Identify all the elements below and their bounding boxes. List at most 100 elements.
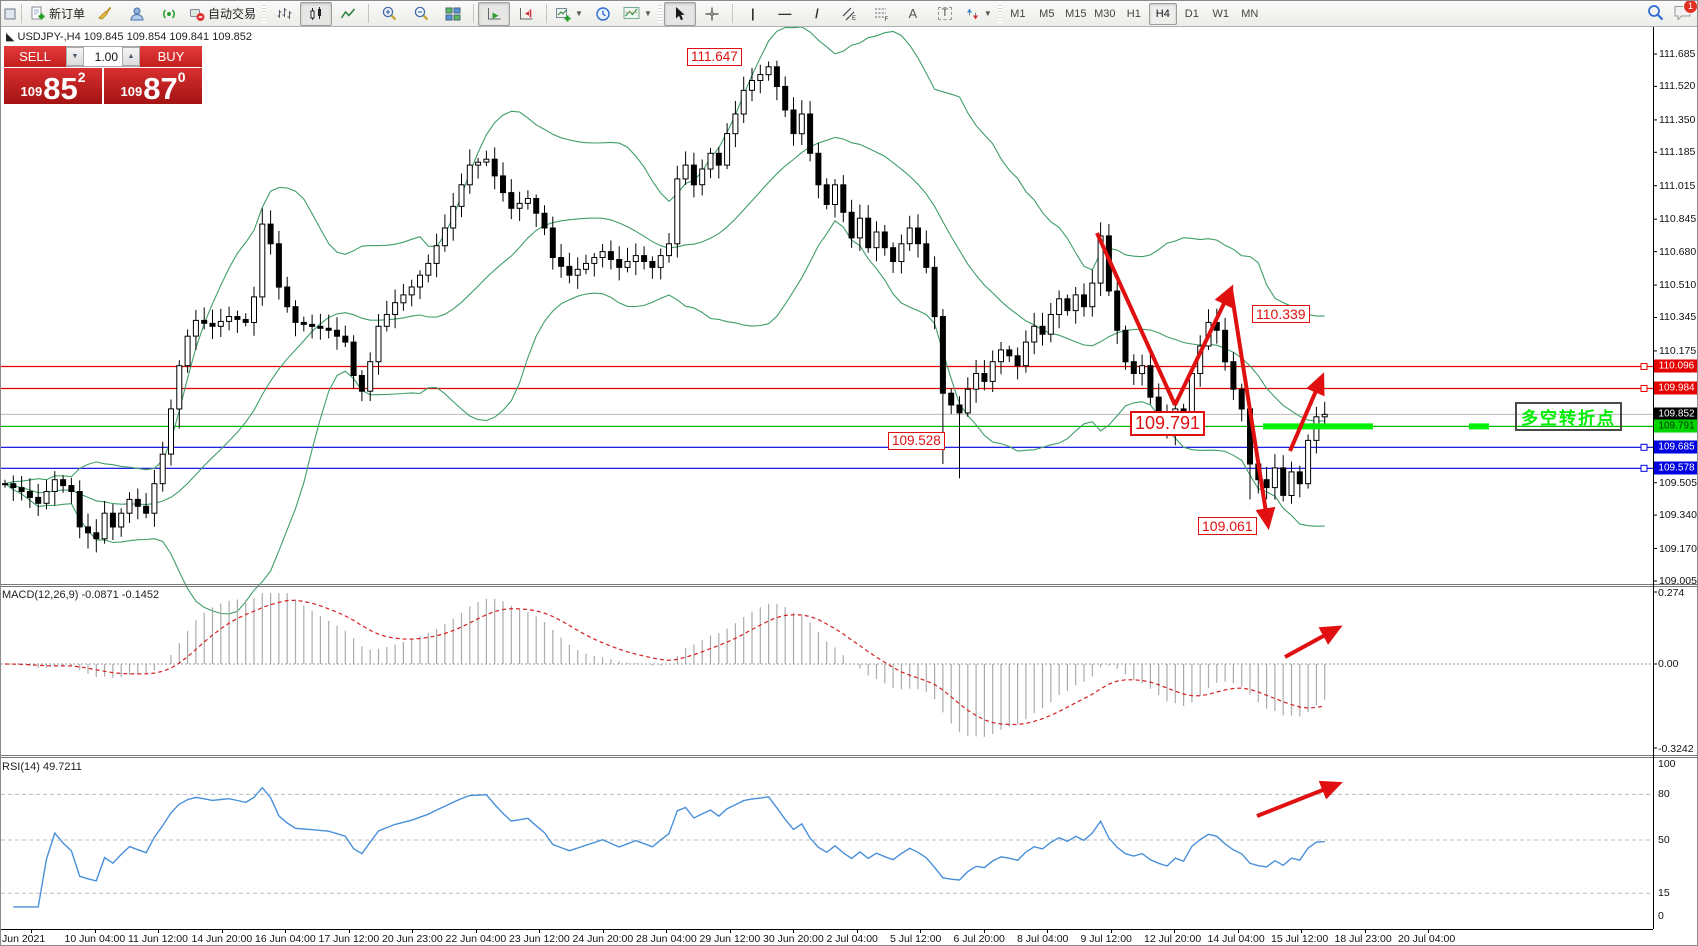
annotation-swing-high-price[interactable]: 110.339 [1252, 305, 1310, 324]
buy-price-button[interactable]: 109 87 0 [104, 68, 202, 104]
time-axis-label: 20 Jul 04:00 [1398, 933, 1456, 945]
tile-windows-button[interactable] [437, 2, 469, 26]
time-axis-label: 12 Jul 20:00 [1144, 933, 1202, 945]
new-order-icon [31, 6, 45, 19]
bar-chart-button[interactable] [268, 2, 300, 26]
time-axis-label: 5 Jul 12:00 [890, 933, 942, 945]
auto-scroll-icon [488, 7, 501, 19]
timeframe-button-m1[interactable]: M1 [1010, 7, 1026, 20]
buy-button[interactable]: BUY [140, 46, 202, 67]
periods-button[interactable] [587, 2, 619, 26]
line-chart-icon [340, 8, 356, 18]
toolbar-grip [657, 4, 662, 23]
auto-scroll-button[interactable] [478, 1, 511, 26]
price-axis-tag: 109.578 [1654, 461, 1697, 475]
label-tool-icon: T [937, 7, 953, 20]
market-watch-button[interactable] [89, 2, 121, 26]
timeframe-button-h4[interactable]: H4 [1148, 2, 1177, 25]
chat-button[interactable]: 1 [1673, 1, 1697, 27]
price-axis-tick: 109.005 [1659, 574, 1697, 587]
auto-trading-button[interactable]: 自动交易 [185, 2, 260, 26]
sell-button[interactable]: SELL [4, 46, 66, 67]
buy-price-head: 109 [120, 84, 143, 99]
sell-price-button[interactable]: 109 85 2 [4, 68, 102, 104]
horizontal-line-icon: — [778, 6, 792, 21]
timeframe-button-m5[interactable]: M5 [1039, 7, 1055, 20]
search-button[interactable] [1646, 3, 1665, 27]
label-tool-button[interactable]: T [929, 2, 961, 26]
sell-price-head: 109 [20, 84, 43, 99]
symbol-ohlc-text: USDJPY-,H4 109.845 109.854 109.841 109.8… [17, 31, 252, 43]
time-axis-label: 18 Jul 23:00 [1334, 933, 1392, 945]
time-axis-label: 9 Jul 12:00 [1080, 933, 1132, 945]
buy-price-big: 87 [143, 70, 178, 106]
time-axis-tick [1174, 929, 1175, 933]
symbol-marker-icon: ◣ [6, 31, 15, 43]
arrows-tool-button[interactable]: ▼ [961, 2, 996, 26]
time-axis-label: Jun 2021 [2, 933, 46, 945]
annotation-pivot-price[interactable]: 109.791 [1130, 411, 1206, 436]
price-axis-tick: 110.845 [1659, 213, 1697, 226]
trendline-tool-button[interactable]: / [801, 2, 833, 26]
line-chart-button[interactable] [332, 2, 364, 26]
new-chart-icon [556, 7, 571, 21]
price-axis-tag: 110.096 [1654, 359, 1697, 373]
time-axis-label: 22 Jun 04:00 [445, 933, 507, 945]
rsi-axis-label: 0 [1658, 910, 1664, 922]
zoom-out-button[interactable] [405, 2, 437, 26]
fibonacci-tool-button[interactable]: F [865, 2, 897, 26]
chart-shift-icon [520, 7, 533, 19]
horizontal-line-tool-button[interactable]: — [769, 2, 801, 26]
macd-indicator-label: MACD(12,26,9) -0.0871 -0.1452 [2, 589, 160, 601]
crosshair-tool-button[interactable] [696, 2, 728, 26]
time-axis-label: 2 Jul 04:00 [826, 933, 878, 945]
signals-button[interactable] [153, 2, 185, 26]
price-axis-tick: 110.175 [1659, 344, 1697, 357]
time-axis-label: 17 Jun 12:00 [318, 933, 380, 945]
crosshair-icon [705, 7, 719, 20]
volume-input[interactable]: 1.00 [84, 47, 122, 66]
timeframe-button-h1[interactable]: H1 [1126, 7, 1141, 20]
annotation-projection-price[interactable]: 109.061 [1198, 517, 1257, 536]
contacts-button[interactable] [121, 2, 153, 26]
time-axis-label: 15 Jul 12:00 [1271, 933, 1329, 945]
new-chart-button[interactable]: ▼ [551, 2, 587, 26]
candlestick-chart-icon [310, 6, 322, 20]
time-axis-tick [793, 929, 794, 933]
timeframe-button-m30[interactable]: M30 [1094, 7, 1116, 20]
price-axis-tick: 110.345 [1659, 311, 1697, 324]
dropdown-caret-icon: ▼ [983, 9, 992, 18]
volume-decrease-button[interactable]: ▼ [66, 47, 84, 66]
timeframe-button-d1[interactable]: D1 [1184, 7, 1199, 20]
time-axis-tick [856, 929, 858, 933]
text-tool-button[interactable]: A [897, 2, 929, 26]
price-axis-tick: 111.520 [1659, 80, 1696, 93]
timeframe-button-w1[interactable]: W1 [1212, 7, 1230, 20]
time-axis-label: 11 Jun 12:00 [128, 933, 188, 945]
time-axis-label: 28 Jun 04:00 [636, 933, 697, 945]
zoom-in-button[interactable] [373, 2, 405, 26]
annotation-peak-price[interactable]: 111.647 [687, 48, 742, 66]
separator [731, 4, 733, 23]
new-order-button[interactable]: 新订单 [26, 2, 89, 26]
volume-increase-button[interactable]: ▲ [122, 47, 140, 66]
chart-shift-button[interactable] [510, 2, 542, 26]
candlestick-chart-button[interactable] [300, 1, 333, 26]
vertical-line-tool-button[interactable]: | [737, 2, 769, 26]
annotation-swing-low-price[interactable]: 109.528 [888, 432, 945, 450]
time-axis-label: 10 Jun 04:00 [64, 933, 126, 945]
cursor-tool-button[interactable] [663, 1, 696, 26]
rsi-indicator-label: RSI(14) 49.7211 [2, 761, 82, 773]
dropdown-caret-icon: ▼ [643, 9, 652, 18]
annotation-turning-point-text[interactable]: 多空转折点 [1515, 402, 1622, 431]
channel-tool-button[interactable]: E [833, 2, 865, 26]
timeframe-button-mn[interactable]: MN [1241, 7, 1259, 20]
time-axis-tick [1301, 929, 1302, 933]
zoom-out-icon [414, 6, 428, 21]
timeframe-button-m15[interactable]: M15 [1065, 7, 1087, 20]
time-axis-tick [475, 929, 477, 933]
templates-button[interactable]: ▼ [619, 2, 656, 26]
price-axis-tick: 109.170 [1659, 542, 1697, 555]
